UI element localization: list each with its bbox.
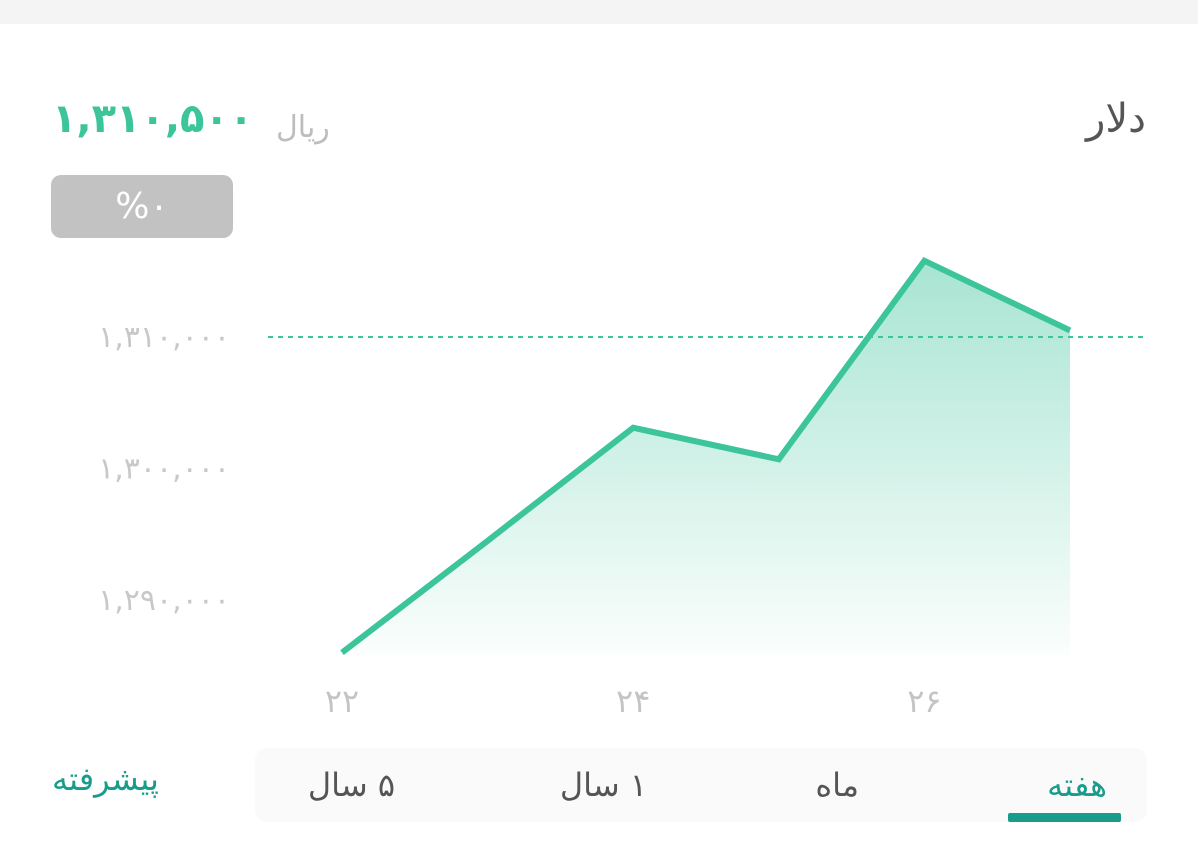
y-tick-label: ۱,۳۱۰,۰۰۰ [98,320,230,355]
currency-unit: ریال [276,110,330,145]
period-tabs: هفته ماه ۱ سال ۵ سال [255,748,1147,822]
tab-month[interactable]: ماه [815,766,859,804]
currency-title: دلار [1086,96,1146,142]
tab-week[interactable]: هفته [1047,766,1107,804]
active-tab-indicator [1008,813,1121,822]
tab-5-year[interactable]: ۵ سال [307,766,395,804]
x-tick-label: ۲۶ [907,682,941,720]
change-badge: %۰ [51,175,233,238]
x-tick-label: ۲۴ [616,682,650,720]
y-tick-label: ۱,۲۹۰,۰۰۰ [98,583,230,618]
top-bar [0,0,1198,24]
y-tick-label: ۱,۳۰۰,۰۰۰ [98,452,230,487]
current-price: ۱,۳۱۰,۵۰۰ [52,96,254,142]
price-chart: ۱,۳۱۰,۰۰۰ ۱,۳۰۰,۰۰۰ ۱,۲۹۰,۰۰۰ ۲۲ ۲۴ ۲۶ [98,256,1148,720]
chart-area-fill [342,260,1070,655]
tab-1-year[interactable]: ۱ سال [559,766,647,804]
advanced-link[interactable]: پیشرفته [52,760,159,798]
x-tick-label: ۲۲ [325,682,359,720]
price-line [340,256,1072,655]
